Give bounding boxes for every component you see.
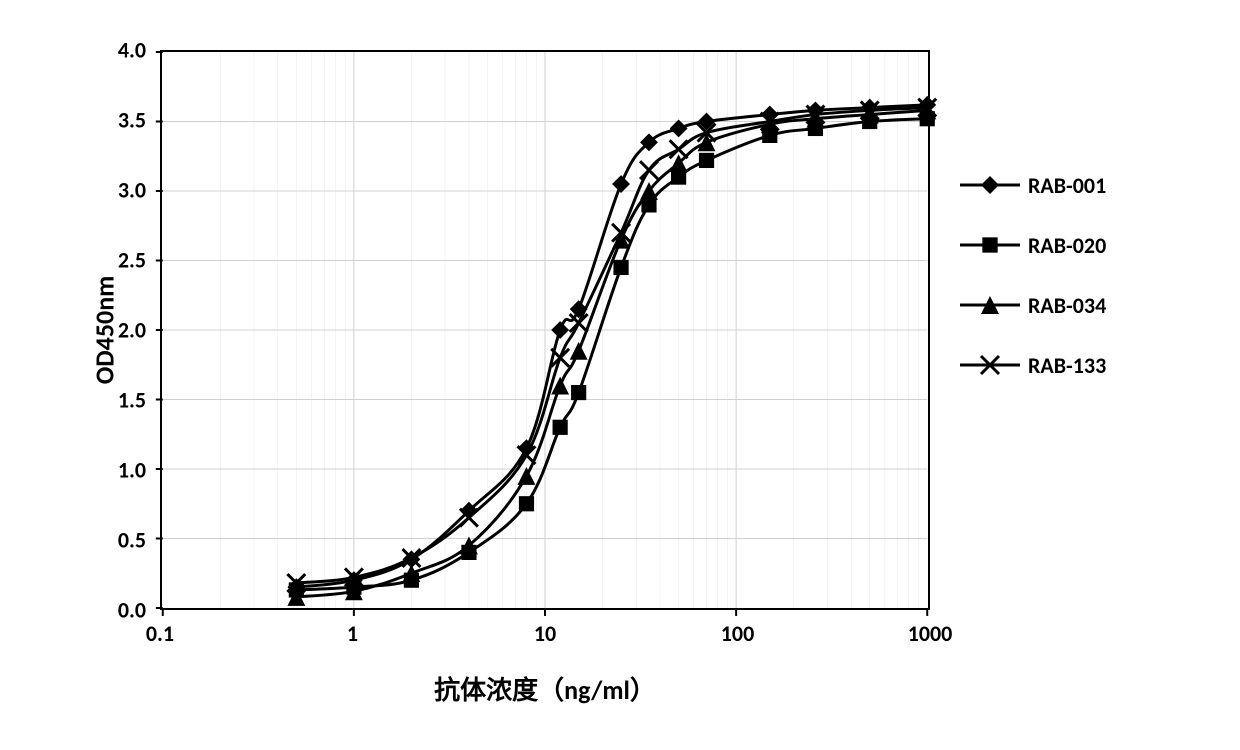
- y-tick-label: 1.0: [96, 457, 146, 484]
- plot-area: [160, 50, 930, 610]
- x-tick-label: 1000: [908, 620, 953, 647]
- legend-item: RAB-034: [960, 290, 1180, 320]
- legend-label: RAB-034: [1028, 292, 1106, 319]
- legend-label: RAB-133: [1028, 352, 1106, 379]
- legend-item: RAB-020: [960, 230, 1180, 260]
- x-tick-label: 1: [347, 620, 358, 647]
- legend-marker-triangle: [960, 290, 1020, 320]
- legend-marker-square: [960, 230, 1020, 260]
- legend: RAB-001 RAB-020 RAB-034 RAB-133: [960, 170, 1180, 410]
- y-tick-label: 0.0: [96, 597, 146, 624]
- y-tick-label: 1.5: [96, 387, 146, 414]
- y-tick-label: 2.5: [96, 247, 146, 274]
- legend-label: RAB-020: [1028, 232, 1106, 259]
- legend-marker-x: [960, 350, 1020, 380]
- y-tick-label: 2.0: [96, 317, 146, 344]
- data-series: [162, 52, 928, 608]
- x-tick-label: 10: [534, 620, 556, 647]
- y-tick-label: 3.5: [96, 107, 146, 134]
- y-tick-label: 0.5: [96, 527, 146, 554]
- y-tick-label: 3.0: [96, 177, 146, 204]
- y-tick-label: 4.0: [96, 37, 146, 64]
- x-tick-label: 100: [721, 620, 754, 647]
- x-tick-label: 0.1: [146, 620, 174, 647]
- legend-marker-diamond: [960, 170, 1020, 200]
- x-axis-title: 抗体浓度（ng/ml）: [434, 670, 656, 707]
- legend-item: RAB-133: [960, 350, 1180, 380]
- legend-item: RAB-001: [960, 170, 1180, 200]
- chart-container: OD450nm 0.00.51.01.52.02.53.03.54.0 0.11…: [40, 20, 1200, 730]
- legend-label: RAB-001: [1028, 172, 1106, 199]
